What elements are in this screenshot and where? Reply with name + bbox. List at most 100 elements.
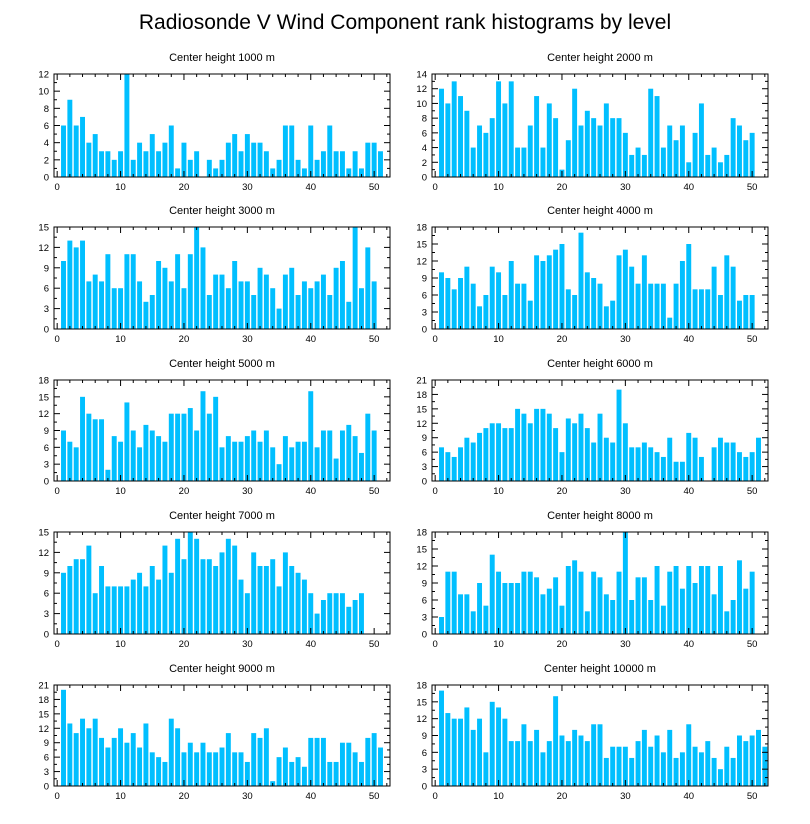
bar (629, 266, 635, 329)
bar (565, 140, 571, 177)
bar (156, 151, 162, 177)
bar (232, 261, 238, 329)
bar (238, 151, 244, 177)
bar (61, 572, 66, 634)
bar (143, 723, 149, 786)
bar (187, 254, 193, 329)
bar (124, 742, 130, 786)
bar (187, 159, 193, 177)
bar (470, 611, 476, 634)
bar (439, 88, 444, 177)
bar (591, 118, 597, 177)
bar (553, 118, 559, 177)
bar (515, 147, 521, 177)
bar (648, 88, 654, 177)
bar (187, 742, 193, 786)
bar (686, 162, 692, 177)
bar (251, 552, 257, 634)
bar (565, 418, 571, 481)
bar (92, 593, 98, 634)
bar (724, 154, 730, 177)
bar (118, 288, 124, 329)
bar (295, 295, 301, 329)
x-tick-label: 30 (242, 791, 253, 802)
bar (359, 593, 364, 634)
bar (521, 724, 527, 786)
bar (67, 566, 73, 634)
bar (483, 295, 489, 329)
y-tick-label: 6 (44, 284, 49, 295)
bar (333, 267, 339, 329)
x-tick-label: 0 (55, 486, 60, 497)
bar (648, 447, 654, 481)
bar (149, 566, 155, 634)
bar (534, 729, 540, 786)
bar (749, 452, 755, 481)
bar (352, 600, 358, 634)
y-tick-label: 0 (422, 173, 427, 184)
y-tick-label: 6 (422, 748, 427, 759)
bar (698, 456, 704, 481)
bar (289, 267, 295, 329)
panel-title: Center height 5000 m (169, 358, 275, 370)
x-tick-label: 0 (55, 639, 60, 650)
bar (559, 735, 565, 786)
bar (489, 423, 495, 481)
bar (137, 747, 143, 786)
x-tick-label: 50 (747, 334, 758, 345)
bar (333, 593, 339, 634)
bar (225, 436, 231, 481)
x-tick-label: 30 (620, 486, 631, 497)
x-tick-label: 30 (620, 791, 631, 802)
bar (591, 442, 597, 481)
y-tick-label: 9 (422, 731, 427, 742)
bar (80, 559, 85, 634)
bar (439, 690, 444, 786)
bar (225, 142, 231, 177)
bar (194, 430, 200, 481)
y-tick-label: 0 (44, 325, 49, 336)
bar (622, 423, 628, 481)
bar (270, 288, 276, 329)
bar (308, 737, 314, 786)
bar (470, 442, 476, 481)
bar (635, 577, 641, 634)
bar (673, 757, 679, 786)
bar (660, 605, 666, 634)
bar (756, 729, 761, 786)
panel-title: Center height 10000 m (544, 663, 656, 675)
bar (105, 151, 111, 177)
bar (641, 729, 647, 786)
bar (61, 430, 66, 481)
y-tick-label: 18 (38, 695, 49, 706)
bar (445, 452, 451, 481)
bar (130, 159, 136, 177)
bar (515, 583, 521, 634)
bar (737, 452, 742, 481)
x-tick-label: 10 (493, 486, 504, 497)
bar (143, 301, 149, 329)
x-tick-label: 0 (55, 334, 60, 345)
bar (546, 413, 552, 481)
bar (610, 442, 616, 481)
bar (502, 718, 508, 786)
panel-6: Center height 6000 m 0 3 6 9 12 15 18 21 0 10 20 30 4… (416, 358, 769, 497)
bar (629, 757, 635, 786)
bar (219, 274, 225, 329)
y-tick-label: 12 (38, 409, 49, 420)
bar (445, 713, 451, 786)
x-tick-label: 50 (369, 334, 380, 345)
bar (270, 559, 276, 634)
bar (578, 125, 584, 177)
bar (572, 423, 578, 481)
x-tick-label: 0 (433, 639, 438, 650)
bar (660, 752, 666, 786)
bar (635, 147, 641, 177)
bar (80, 116, 85, 177)
bar (654, 566, 660, 634)
x-tick-label: 10 (115, 639, 126, 650)
y-tick-label: 0 (44, 477, 49, 488)
bar (477, 432, 483, 481)
bar (641, 442, 647, 481)
bar (105, 586, 111, 634)
